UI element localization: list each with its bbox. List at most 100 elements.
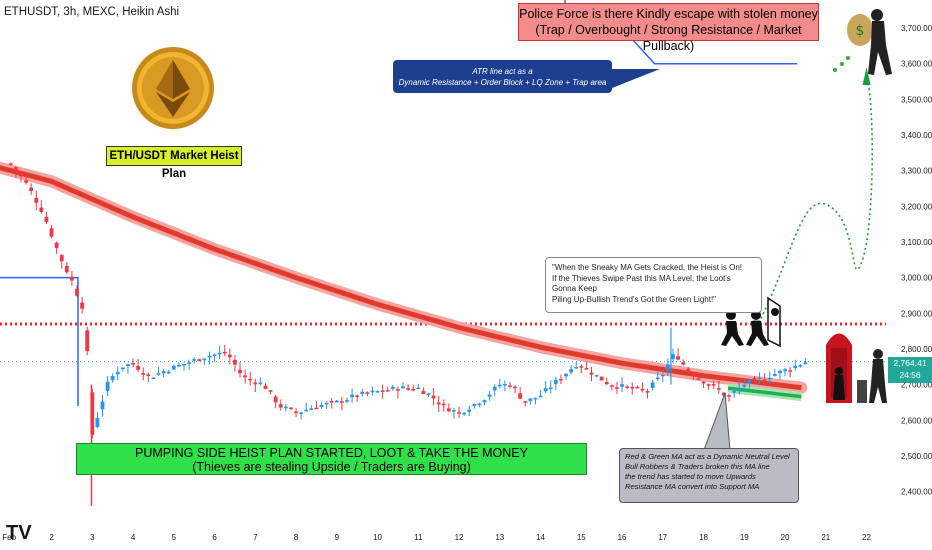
bear-candle: [441, 403, 446, 406]
x-tick-label: 19: [740, 533, 749, 542]
x-tick-label: 5: [172, 533, 177, 542]
bull-candle: [594, 375, 599, 377]
bull-candle: [467, 409, 472, 412]
bear-candle: [788, 370, 793, 372]
bull-candle: [767, 377, 772, 380]
bull-candle: [569, 369, 574, 373]
police-warning-box: Police Force is there Kindly escape with…: [518, 3, 819, 53]
bear-candle: [34, 197, 39, 203]
bear-candle: [253, 382, 258, 385]
ethereum-coin-icon: [132, 47, 214, 129]
bear-candle: [227, 354, 232, 358]
bear-candle: [263, 385, 268, 389]
bear-candle: [70, 276, 74, 281]
bear-candle: [355, 395, 360, 397]
bear-candle: [49, 228, 54, 237]
red-ma-line: [0, 165, 802, 391]
bull-candle: [497, 384, 502, 387]
bear-candle: [222, 351, 227, 354]
bear-candle: [380, 390, 385, 392]
bear-candle: [727, 395, 731, 397]
bear-candle: [197, 359, 202, 361]
heist-plan-label: ETH/USDT Market Heist Plan: [106, 146, 242, 180]
x-tick-label: 21: [821, 533, 830, 542]
bear-candle: [752, 378, 757, 380]
bull-candle: [737, 388, 742, 390]
bear-candle: [589, 372, 594, 375]
bull-candle: [548, 387, 553, 390]
x-tick-label: 20: [781, 533, 790, 542]
bear-candle: [446, 408, 451, 412]
bull-candle: [390, 386, 395, 389]
bull-candle: [660, 374, 665, 377]
pump-line-2: (Thieves are stealing Upside / Traders a…: [192, 460, 471, 474]
quote-line-3: Piling Up-Bullish Trend's Got the Green …: [552, 294, 717, 304]
police-line-1: Police Force is there Kindly escape with…: [519, 7, 818, 21]
heist-quote-box: "When the Sneaky MA Gets Cracked, the He…: [545, 257, 762, 313]
bull-candle: [793, 365, 798, 369]
bull-candle: [299, 412, 304, 414]
bear-candle: [54, 242, 59, 248]
y-tick-label: 2,600.00: [901, 416, 932, 425]
bull-candle: [426, 393, 431, 395]
bull-candle: [487, 394, 492, 397]
bull-candle: [126, 364, 130, 366]
bull-candle: [212, 354, 217, 356]
bull-candle: [192, 359, 197, 361]
bull-candle: [100, 401, 105, 410]
y-tick-label: 2,500.00: [901, 452, 932, 461]
bear-candle: [696, 378, 701, 380]
bull-candle: [462, 412, 467, 415]
bull-candle: [309, 408, 314, 410]
bear-candle: [19, 173, 23, 177]
bull-candle: [187, 362, 191, 364]
bear-candle: [559, 378, 563, 381]
bear-candle: [136, 365, 141, 370]
bear-candle: [385, 390, 390, 392]
bull-candle: [665, 364, 670, 371]
bull-candle: [502, 383, 507, 386]
bear-candle: [314, 407, 319, 410]
x-tick-label: 15: [577, 533, 586, 542]
bull-candle: [783, 369, 787, 372]
bull-candle: [176, 364, 181, 367]
bull-candle: [482, 400, 487, 403]
bear-candle: [436, 402, 441, 405]
bear-candle: [518, 393, 523, 399]
bull-candle: [360, 391, 365, 394]
atr-callout-pointer: [600, 69, 660, 88]
atr-callout: ATR line act as a Dynamic Resistance + O…: [393, 60, 612, 93]
bear-candle: [686, 368, 691, 372]
green-ma-line: [727, 386, 802, 399]
bear-candle: [39, 207, 44, 213]
bar-countdown: 24:56: [899, 370, 921, 380]
robber-money-bag-icon: $: [833, 9, 892, 75]
note-line-3: the trend has started to move Upwards: [625, 472, 756, 481]
bear-candle: [615, 387, 619, 389]
bear-candle: [294, 411, 298, 414]
bull-candle: [110, 375, 115, 380]
bear-candle: [722, 392, 726, 396]
bear-candle: [80, 302, 85, 309]
note-line-2: Bull Robbers & Traders broken this MA li…: [625, 462, 770, 471]
bull-candle: [283, 406, 288, 409]
x-tick-label: 13: [495, 533, 504, 542]
bear-candle: [676, 356, 680, 360]
bear-candle: [681, 362, 686, 365]
atr-line-1: ATR line act as a: [472, 67, 533, 76]
bear-candle: [8, 163, 13, 165]
chart-header-title: ETHUSDT, 3h, MEXC, Heikin Ashi: [4, 6, 180, 18]
bear-candle: [44, 216, 49, 222]
x-tick-label: 17: [658, 533, 667, 542]
support-step-line: [0, 276, 79, 406]
bear-candle: [289, 407, 293, 410]
bull-candle: [375, 391, 380, 393]
y-tick-label: 2,700.00: [901, 381, 932, 390]
bull-candle: [798, 365, 803, 367]
bear-candle: [609, 385, 614, 387]
bull-candle: [472, 404, 477, 406]
bear-candle: [411, 388, 416, 391]
bull-candle: [345, 400, 349, 402]
bear-candle: [630, 386, 635, 389]
